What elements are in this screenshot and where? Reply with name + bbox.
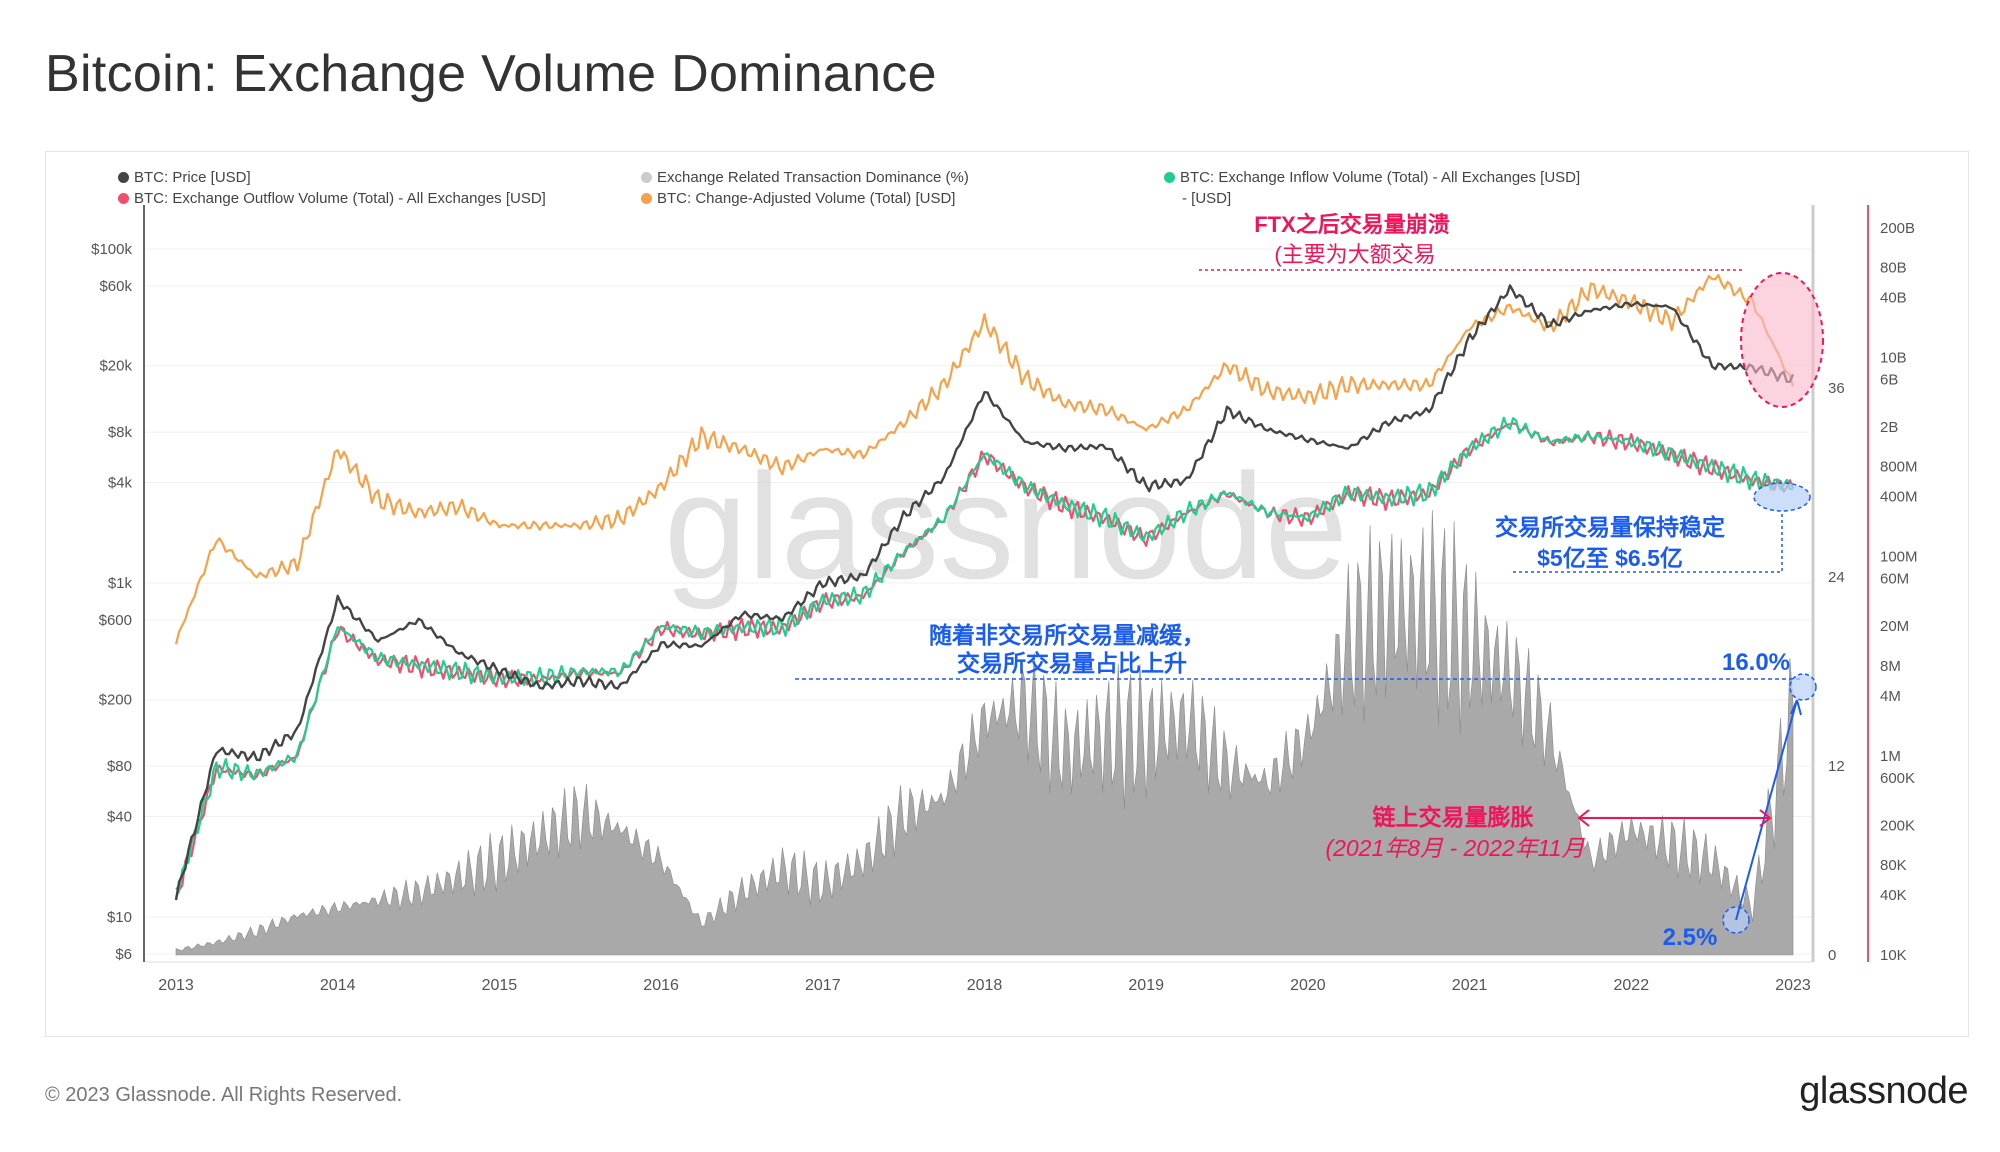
x-tick-label: 2016 — [643, 977, 679, 994]
double-arrow-icon — [1577, 809, 1772, 827]
volume-tick-label: 200B — [1880, 220, 1915, 237]
volume-tick-label: 800M — [1880, 459, 1918, 476]
x-tick-label: 2017 — [805, 977, 841, 994]
legend-label: - [USD] — [1182, 190, 1232, 207]
pct-rise-arrow — [1735, 699, 1798, 921]
volume-tick-label: 4M — [1880, 688, 1901, 705]
stable-annotation-title: 交易所交易量保持稳定 — [1495, 514, 1725, 540]
legend-dot — [1164, 172, 1175, 183]
legend-item-change-adjusted[interactable]: BTC: Change-Adjusted Volume (Total) [USD… — [641, 190, 955, 207]
page-title: Bitcoin: Exchange Volume Dominance — [45, 45, 937, 103]
legend-item-dominance[interactable]: Exchange Related Transaction Dominance (… — [641, 169, 969, 186]
price-tick-label: $6 — [115, 946, 132, 963]
volume-tick-label: 10K — [1880, 947, 1907, 964]
ftx-annotation-subtitle: (主要为大额交易 — [1274, 242, 1435, 267]
dominance-tick-label: 12 — [1828, 758, 1845, 775]
volume-tick-label: 600K — [1880, 770, 1915, 787]
ftx-highlight-ellipse — [1740, 272, 1824, 408]
boom-annotation-subtitle: (2021年8月 - 2022年11月 — [1325, 835, 1585, 861]
price-tick-label: $4k — [108, 474, 133, 491]
dominance-area — [175, 510, 1794, 956]
x-tick-label: 2019 — [1128, 977, 1164, 994]
dominance-tick-label: 24 — [1828, 569, 1845, 586]
legend-label: Exchange Related Transaction Dominance (… — [657, 169, 969, 186]
legend-dot — [641, 172, 652, 183]
dominance-tick-label: 36 — [1828, 380, 1845, 397]
pct-low-label: 2.5% — [1663, 924, 1718, 951]
volume-tick-label: 40K — [1880, 887, 1907, 904]
legend-label: BTC: Exchange Inflow Volume (Total) - Al… — [1180, 169, 1581, 186]
volume-tick-label: 80B — [1880, 259, 1907, 276]
legend-item-outflow[interactable]: BTC: Exchange Outflow Volume (Total) - A… — [118, 190, 546, 207]
price-tick-label: $40 — [107, 808, 132, 825]
legend-dot — [118, 193, 129, 204]
legend-dot — [641, 193, 652, 204]
x-tick-label: 2023 — [1775, 977, 1811, 994]
watermark: glassnode — [664, 442, 1348, 610]
price-tick-label: $600 — [99, 612, 132, 629]
boom-annotation-title: 链上交易量膨胀 — [1373, 804, 1534, 830]
volume-tick-label: 60M — [1880, 571, 1909, 588]
x-tick-label: 2018 — [967, 977, 1003, 994]
price-tick-label: $1k — [108, 575, 133, 592]
volume-tick-label: 400M — [1880, 489, 1918, 506]
volume-tick-label: 2B — [1880, 419, 1898, 436]
volume-tick-label: 20M — [1880, 618, 1909, 635]
ftx-annotation-title: FTX之后交易量崩溃 — [1254, 212, 1450, 237]
chart-frame — [45, 151, 1969, 1037]
dominance-annotation-line1: 随着非交易所交易量减缓， — [929, 622, 1205, 648]
x-tick-label: 2021 — [1452, 977, 1488, 994]
stable-highlight-ellipse — [1753, 482, 1811, 512]
price-tick-label: $10 — [107, 909, 132, 926]
legend-label: BTC: Exchange Outflow Volume (Total) - A… — [134, 190, 546, 207]
price-tick-label: $200 — [99, 692, 132, 709]
price-line — [174, 284, 1795, 901]
x-tick-label: 2013 — [158, 977, 194, 994]
volume-tick-label: 10B — [1880, 349, 1907, 366]
x-tick-label: 2015 — [482, 977, 518, 994]
price-tick-label: $100k — [91, 241, 132, 258]
pct-high-marker — [1789, 673, 1817, 701]
volume-tick-label: 6B — [1880, 371, 1898, 388]
x-tick-label: 2020 — [1290, 977, 1326, 994]
copyright: © 2023 Glassnode. All Rights Reserved. — [45, 1084, 403, 1106]
stable-annotation-subtitle: $5亿至 $6.5亿 — [1537, 545, 1683, 571]
price-tick-label: $80 — [107, 758, 132, 775]
dominance-tick-label: 0 — [1828, 947, 1836, 964]
volume-tick-label: 40B — [1880, 289, 1907, 306]
volume-tick-label: 1M — [1880, 748, 1901, 765]
legend-item-price[interactable]: BTC: Price [USD] — [118, 169, 251, 186]
inflow-volume-line — [175, 416, 1794, 898]
change-adjusted-volume-line — [174, 273, 1795, 645]
volume-tick-label: 200K — [1880, 817, 1915, 834]
volume-tick-label: 8M — [1880, 658, 1901, 675]
legend-label: BTC: Price [USD] — [134, 169, 251, 186]
price-tick-label: $20k — [99, 358, 132, 375]
volume-tick-label: 80K — [1880, 857, 1907, 874]
x-tick-label: 2014 — [320, 977, 356, 994]
legend-item-inflow-cont: - [USD] — [1182, 190, 1231, 207]
legend-label: BTC: Change-Adjusted Volume (Total) [USD… — [657, 190, 956, 207]
pct-high-label: 16.0% — [1722, 649, 1790, 676]
price-tick-label: $8k — [108, 424, 133, 441]
price-tick-label: $60k — [99, 278, 132, 295]
arrowhead-icon — [1790, 699, 1802, 716]
volume-tick-label: 100M — [1880, 549, 1918, 566]
glassnode-logo: glassnode — [1799, 1070, 1968, 1112]
dominance-annotation-line2: 交易所交易量占比上升 — [957, 650, 1187, 676]
x-tick-label: 2022 — [1614, 977, 1650, 994]
legend-dot — [118, 172, 129, 183]
legend-item-inflow[interactable]: BTC: Exchange Inflow Volume (Total) - Al… — [1164, 169, 1580, 186]
